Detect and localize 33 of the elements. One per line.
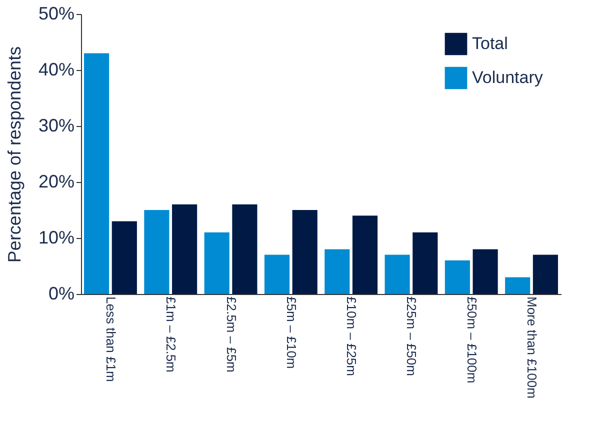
x-tick-label: £5m – £10m — [284, 296, 299, 369]
legend-label: Voluntary — [472, 68, 544, 87]
bar — [112, 221, 137, 294]
y-tick-label: 0% — [48, 284, 74, 304]
y-tick-label: 50% — [38, 4, 74, 24]
bar — [172, 204, 198, 294]
bar — [144, 210, 170, 294]
legend-label: Total — [472, 34, 508, 53]
y-tick-label: 30% — [38, 116, 74, 136]
y-tick-label: 10% — [38, 228, 74, 248]
bar — [204, 232, 230, 294]
bar — [505, 277, 530, 294]
x-tick-label: £1m – £2.5m — [164, 296, 179, 372]
y-axis-title: Percentage of respondents — [4, 46, 24, 263]
x-tick-label: £2.5m – £5m — [224, 296, 239, 372]
bar — [264, 254, 290, 294]
bar — [84, 53, 110, 294]
x-tick-label: £10m – £25m — [344, 296, 360, 376]
bar — [384, 254, 410, 294]
bar — [292, 210, 318, 294]
bar — [232, 204, 258, 294]
bar — [532, 254, 558, 294]
x-tick-label: More than £100m — [524, 296, 540, 398]
x-tick-label: Less than £1m — [103, 296, 118, 382]
bar — [472, 249, 498, 294]
x-tick-label: £25m – £50m — [404, 296, 420, 376]
x-tick-label: £50m – £100m — [464, 296, 480, 384]
bar — [444, 260, 470, 294]
y-tick-label: 20% — [38, 172, 74, 192]
bar — [352, 216, 378, 294]
bar — [412, 232, 438, 294]
bar — [324, 249, 350, 294]
y-tick-label: 40% — [38, 60, 74, 80]
